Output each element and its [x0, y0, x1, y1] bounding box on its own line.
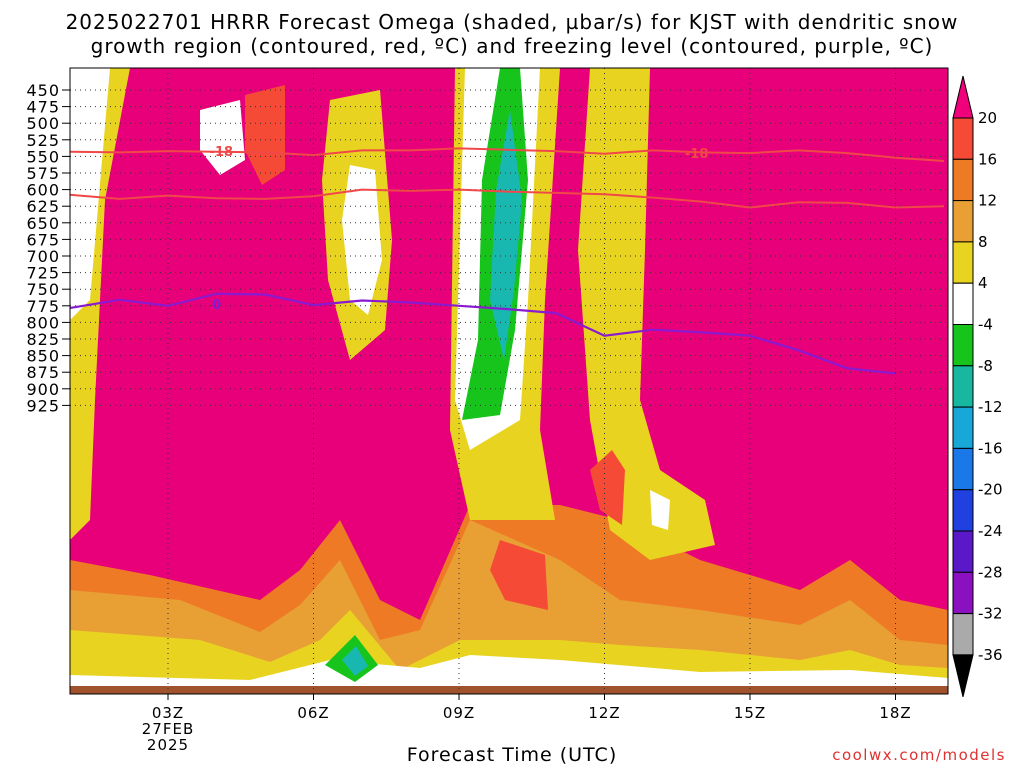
date-label-day: 27FEB	[142, 720, 194, 738]
y-tick-label: 750	[26, 280, 60, 299]
x-tick-label: 15Z	[734, 704, 766, 722]
x-tick-label: 18Z	[879, 704, 911, 722]
colorbar-label: 16	[978, 150, 997, 168]
colorbar-label: -20	[978, 481, 1003, 499]
y-tick-label: 800	[26, 313, 60, 332]
y-tick-label: 475	[26, 98, 60, 117]
y-tick-label: 575	[26, 164, 60, 183]
colorbar-bin	[952, 158, 974, 202]
colorbar-bin	[952, 571, 974, 615]
omega-descent-teal	[490, 110, 522, 360]
colorbar-label: -24	[978, 522, 1003, 540]
y-tick-label: 450	[26, 81, 60, 100]
omega-left-edge	[70, 68, 110, 320]
omega-cell-red-12z	[590, 450, 625, 525]
colorbar-bin	[952, 530, 974, 573]
colorbar-bin	[952, 117, 974, 160]
colorbar-label: -36	[978, 646, 1003, 664]
colorbar-label: 8	[978, 233, 988, 251]
colorbar-bin	[952, 447, 974, 491]
dgz-contour-label: -18	[685, 147, 709, 162]
y-tick-label: 700	[26, 247, 60, 266]
x-axis-title: Forecast Time (UTC)	[406, 744, 618, 766]
colorbar-bin	[952, 324, 974, 367]
freezing-level-contour	[70, 292, 896, 375]
colorbar-label: -4	[978, 316, 993, 334]
omega-band-neutral	[70, 655, 948, 694]
colorbar-top-arrow	[952, 75, 974, 119]
y-tick-label: 825	[26, 330, 60, 349]
chart-title-line-1: 2025022701 HRRR Forecast Omega (shaded, …	[65, 10, 959, 34]
dgz-upper-contour	[70, 147, 945, 162]
credit-text: coolwx.com/models	[832, 746, 1006, 764]
colorbar-bin	[952, 200, 974, 243]
y-tick-label: 775	[26, 297, 60, 316]
omega-cell-white-13z	[650, 490, 670, 530]
dgz-lower-contour	[70, 188, 945, 209]
y-tick-label: 625	[26, 197, 60, 216]
dgz-contour-label: -18	[210, 145, 234, 160]
x-tick-label: 06Z	[297, 704, 329, 722]
colorbar-bin	[952, 613, 974, 656]
freezing-contour-label: 0	[212, 298, 221, 313]
colorbar-bin	[952, 241, 974, 284]
colorbar-label: -8	[978, 357, 993, 375]
y-tick-label: 875	[26, 363, 60, 382]
colorbar-label: -12	[978, 398, 1003, 416]
omega-band-8-12	[70, 520, 948, 694]
colorbar-label: -28	[978, 563, 1003, 581]
omega-cell-red-10z	[490, 540, 548, 610]
colorbar-bottom-arrow	[952, 654, 974, 698]
omega-cell-white-04z	[200, 100, 245, 175]
x-tick-label: 03Z	[152, 704, 184, 722]
y-tick-label: 500	[26, 114, 60, 133]
colorbar-label: 20	[978, 109, 997, 127]
omega-column-12z	[578, 68, 715, 560]
date-label-year: 2025	[147, 736, 189, 754]
y-tick-label: 900	[26, 380, 60, 399]
plot-frame	[69, 67, 949, 695]
omega-cell-teal-07z	[342, 646, 368, 676]
y-tick-label: 525	[26, 131, 60, 150]
y-tick-label: 650	[26, 214, 60, 233]
colorbar-label: 4	[978, 274, 988, 292]
colorbar-bin	[952, 282, 974, 326]
colorbar-bin	[952, 489, 974, 532]
colorbar-label: -16	[978, 439, 1003, 457]
colorbar-bin	[952, 406, 974, 449]
y-tick-label: 550	[26, 147, 60, 166]
x-tick-label: 12Z	[588, 704, 620, 722]
colorbar-label: 12	[978, 192, 997, 210]
plot-area: -18 -18 0	[70, 68, 948, 694]
y-tick-label: 675	[26, 230, 60, 249]
y-tick-label: 725	[26, 264, 60, 283]
x-tick-label: 09Z	[443, 704, 475, 722]
omega-cell-red-05z	[245, 85, 285, 185]
omega-cell-white-07z	[342, 165, 382, 315]
chart-title-line-2: growth region (contoured, red, ºC) and f…	[90, 34, 934, 58]
colorbar-bin	[952, 365, 974, 408]
colorbar-label: -32	[978, 605, 1003, 623]
y-tick-label: 600	[26, 181, 60, 200]
ground-strip	[70, 686, 948, 694]
y-tick-label: 925	[26, 396, 60, 415]
y-tick-label: 850	[26, 347, 60, 366]
